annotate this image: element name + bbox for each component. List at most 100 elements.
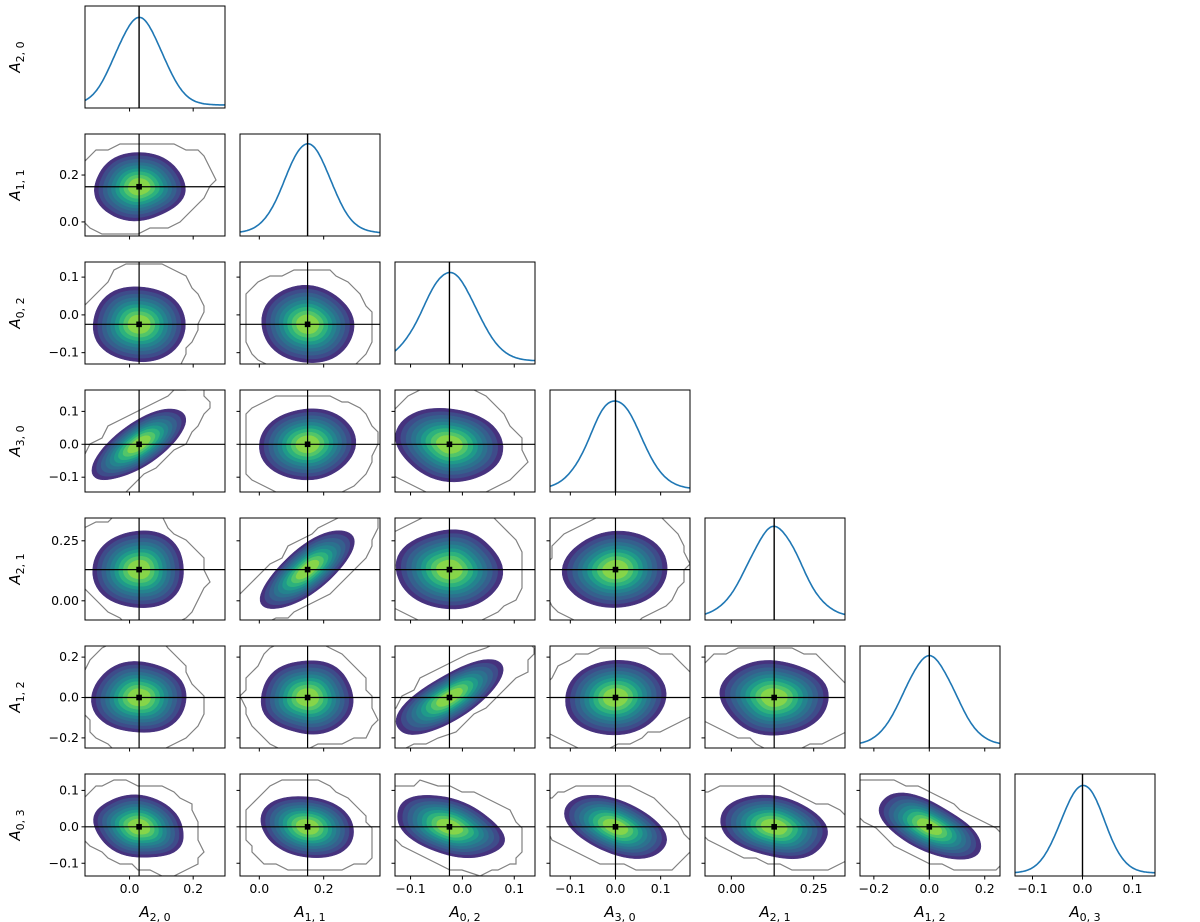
x-axis-label-A03: A0, 3 [1068,903,1100,922]
x-tick-label: 0.00 [717,881,745,896]
truth-marker [446,824,453,830]
x-tick-label: 0.2 [183,881,203,896]
x-axis-label-A11: A1, 1 [293,903,325,922]
x-tick-label: −0.1 [1017,881,1047,896]
y-axis-label-A20: A2, 0 [6,41,27,73]
panel-A03-vs-A03: −0.1 0.0 0.1 A0, 3 [1014,773,1156,922]
panel-frame [1014,773,1156,877]
x-axis-label-A02: A0, 2 [448,903,480,922]
panel-A20-vs-A20: A2, 0 [6,5,226,112]
y-axis-label-A30: A3, 0 [6,425,27,457]
truth-marker [446,694,453,701]
y-tick-label: −0.1 [49,345,79,360]
y-tick-label: 0.0 [59,690,79,705]
x-tick-label: 0.1 [504,881,524,896]
outer-contour [705,785,845,871]
truth-marker [136,321,142,328]
x-axis-label-A20: A2, 0 [138,903,170,922]
panel-A11-vs-A11 [239,133,381,240]
y-tick-label: 0.1 [59,269,79,284]
outer-contour [85,143,217,235]
x-tick-label: 0.1 [1123,881,1143,896]
truth-marker [136,183,142,190]
x-tick-label: −0.2 [859,881,889,896]
x-tick-label: 0.0 [1073,881,1093,896]
panel-A03-vs-A12: −0.2 0.0 0.2 A1, 2 [856,773,1001,922]
outer-contour [240,646,379,748]
panel-frame [239,517,381,621]
panel-A03-vs-A30: −0.1 0.0 0.1 A3, 0 [546,773,691,922]
outer-contour [85,263,205,364]
panel-frame [239,133,381,237]
panel-A02-vs-A02 [394,261,536,368]
kde-curve [705,525,845,616]
truth-marker [771,694,777,701]
outer-contour [550,518,690,620]
outer-contour [550,647,690,748]
outer-contour [85,779,205,876]
truth-marker [612,824,619,830]
outer-contour [240,518,379,620]
outer-contour [705,647,845,748]
x-tick-label: −0.1 [555,881,585,896]
panel-A02-vs-A20: −0.1 0.0 0.1 A0, 2 [6,261,226,368]
truth-marker [304,824,311,830]
panel-frame [84,133,226,237]
x-tick-label: 0.0 [249,881,269,896]
panel-A21-vs-A21 [704,517,846,624]
x-tick-label: 0.25 [800,881,828,896]
panel-frame [84,261,226,365]
panel-A30-vs-A20: −0.1 0.0 0.1 A3, 0 [6,389,226,496]
y-tick-label: 0.2 [59,167,79,182]
panel-A30-vs-A02 [391,389,536,496]
x-axis-label-A30: A3, 0 [603,903,635,922]
y-axis-label-A02: A0, 2 [6,297,27,329]
y-tick-label: 0.2 [59,649,79,664]
panel-A12-vs-A11 [236,645,381,752]
outer-contour [85,518,211,620]
panel-frame [394,389,536,493]
x-tick-label: 0.0 [606,881,626,896]
panel-frame [859,773,1001,877]
panel-frame [859,645,1001,749]
truth-marker [446,441,453,448]
truth-marker [136,566,142,573]
y-axis-label-A11: A1, 1 [6,169,27,201]
truth-marker [304,566,311,573]
x-axis-label-A12: A1, 2 [913,903,945,922]
y-tick-label: −0.1 [49,469,79,484]
outer-contour [395,779,523,876]
truth-marker [771,824,777,830]
panel-frame [704,645,846,749]
panel-A03-vs-A21: 0.00 0.25 A2, 1 [701,773,846,922]
panel-A12-vs-A20: −0.2 0.0 0.2 A1, 2 [6,645,226,752]
panel-A12-vs-A12 [859,645,1001,752]
outer-contour [395,646,535,748]
panel-A21-vs-A02 [391,517,536,624]
truth-marker [304,441,311,448]
panel-frame [394,517,536,621]
truth-marker [926,824,933,830]
panel-frame [704,773,846,877]
x-axis-label-A21: A2, 1 [758,903,790,922]
panel-frame [704,517,846,621]
panel-A21-vs-A30 [546,517,691,624]
panel-frame [239,773,381,877]
panel-A21-vs-A11 [236,517,381,624]
panel-A02-vs-A11 [236,261,381,368]
panel-A03-vs-A11: 0.0 0.2 A1, 1 [236,773,381,922]
panel-frame [84,5,226,109]
x-tick-label: 0.2 [314,881,334,896]
truth-marker [136,824,142,830]
y-tick-label: 0.0 [59,819,79,834]
y-tick-label: 0.00 [51,593,79,608]
panel-frame [394,773,536,877]
truth-marker [136,441,142,448]
panel-frame [84,389,226,493]
panel-A03-vs-A20: 0.0 0.2 −0.1 0.0 0.1 A2, 0 A0, 3 [6,773,226,922]
panel-A03-vs-A02: −0.1 0.0 0.1 A0, 2 [391,773,536,922]
kde-curve [395,271,535,362]
y-axis-label-A03: A0, 3 [6,809,27,841]
